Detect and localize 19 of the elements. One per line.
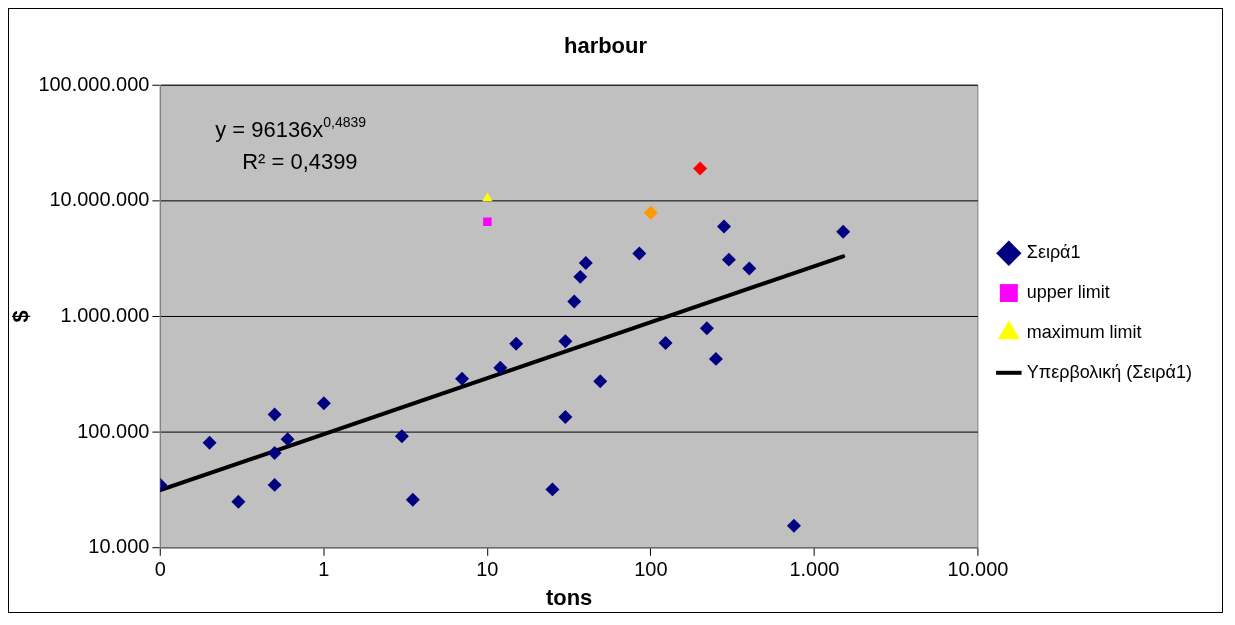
x-tick-label: 100	[634, 558, 668, 581]
legend-label: maximum limit	[1026, 321, 1142, 342]
x-tick-label: 1	[318, 558, 330, 581]
x-tick-label: 10	[476, 558, 499, 581]
y-tick-label: 100.000.000	[38, 72, 150, 95]
x-tick-label: 10.000	[947, 558, 1009, 581]
y-axis-title: $	[8, 310, 34, 323]
x-axis-title: tons	[545, 584, 593, 610]
legend-label: Υπερβολική (Σειρά1)	[1026, 361, 1192, 382]
chart-title: harbour	[564, 33, 648, 59]
x-tick-label: 1.000	[789, 558, 840, 581]
x-tick-label: 0	[154, 558, 166, 581]
legend-label: upper limit	[1026, 282, 1110, 303]
legend-label: Σειρά1	[1026, 242, 1081, 263]
y-tick-label: 100.000	[77, 419, 150, 442]
y-tick-label: 10.000.000	[49, 188, 150, 211]
y-tick-label: 10.000	[88, 535, 150, 558]
annotation: R² = 0,4399	[242, 148, 358, 174]
y-tick-label: 1.000.000	[60, 303, 150, 326]
